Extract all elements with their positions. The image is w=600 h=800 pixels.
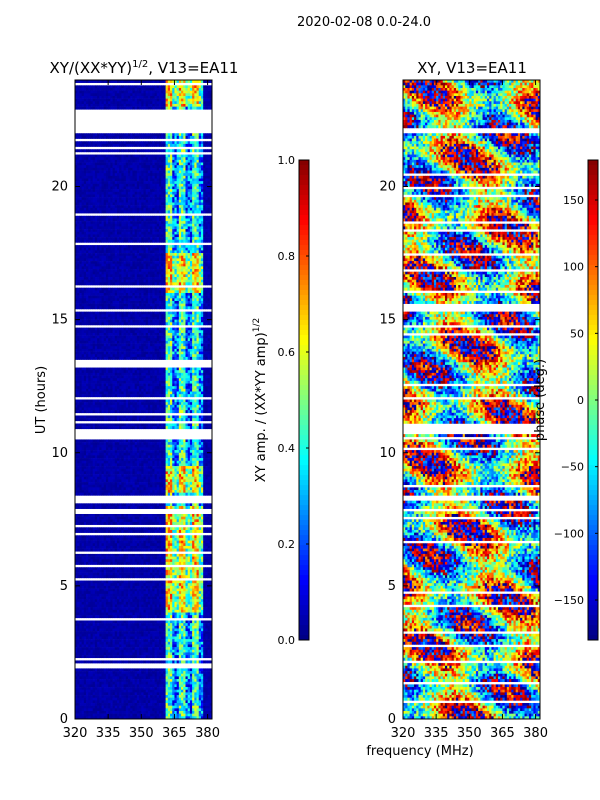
figure: 2020-02-08 0.0-24.0 XY/(XX*YY)1/2, V13=E…	[0, 0, 600, 800]
amplitude-panel-title: XY/(XX*YY)1/2, V13=EA11	[50, 59, 239, 77]
figure-suptitle: 2020-02-08 0.0-24.0	[297, 15, 431, 30]
amplitude-panel: XY/(XX*YY)1/2, V13=EA11 320 335 350 365 380 …	[34, 59, 238, 741]
amplitude-heatmap	[75, 80, 212, 719]
